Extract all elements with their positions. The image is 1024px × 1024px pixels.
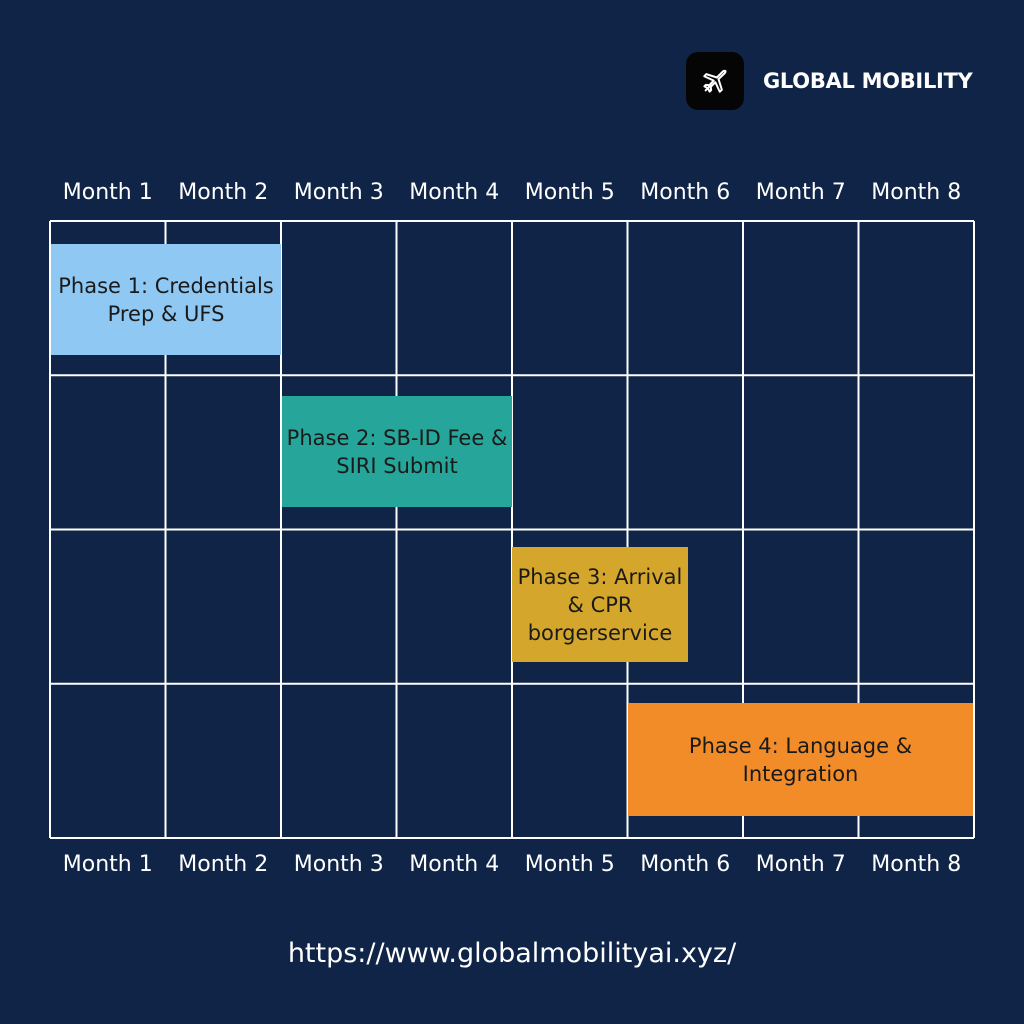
month-label-5: Month 5: [524, 180, 615, 205]
brand-name: GLOBAL MOBILITY: [763, 69, 973, 93]
month-label-1: Month 1: [62, 852, 153, 877]
phase-4-label: Phase 4: Language & Integration: [688, 733, 913, 786]
month-label-1: Month 1: [62, 180, 153, 205]
phase-3-label: Phase 3: Arrival & CPR borgerservice: [517, 564, 683, 645]
website-url[interactable]: https://www.globalmobilityai.xyz/: [287, 938, 737, 969]
phase-3-bar[interactable]: Phase 3: Arrival & CPR borgerservice: [512, 547, 688, 662]
phase-1-label: Phase 1: Credentials Prep & UFS: [58, 273, 274, 326]
airplane-icon: [686, 52, 744, 110]
month-label-7: Month 7: [755, 852, 846, 877]
month-label-8: Month 8: [871, 852, 962, 877]
month-label-3: Month 3: [293, 180, 384, 205]
month-label-8: Month 8: [871, 180, 962, 205]
phase-4-bar[interactable]: Phase 4: Language & Integration: [628, 703, 973, 816]
month-label-4: Month 4: [409, 180, 500, 205]
month-header-bottom: Month 1 Month 2 Month 3 Month 4 Month 5 Month…: [50, 847, 974, 883]
phase-2-bar[interactable]: Phase 2: SB-ID Fee & SIRI Submit: [282, 396, 512, 507]
month-label-2: Month 2: [178, 852, 269, 877]
month-header-top: Month 1 Month 2 Month 3 Month 4 Month 5 Month…: [50, 175, 974, 211]
brand: GLOBAL MOBILITY: [686, 52, 973, 110]
month-label-2: Month 2: [178, 180, 269, 205]
month-label-6: Month 6: [640, 180, 731, 205]
month-label-6: Month 6: [640, 852, 731, 877]
month-label-7: Month 7: [755, 180, 846, 205]
month-label-4: Month 4: [409, 852, 500, 877]
month-label-5: Month 5: [524, 852, 615, 877]
month-label-3: Month 3: [293, 852, 384, 877]
phase-2-label: Phase 2: SB-ID Fee & SIRI Submit: [286, 425, 508, 478]
phase-1-bar[interactable]: Phase 1: Credentials Prep & UFS: [51, 244, 281, 355]
